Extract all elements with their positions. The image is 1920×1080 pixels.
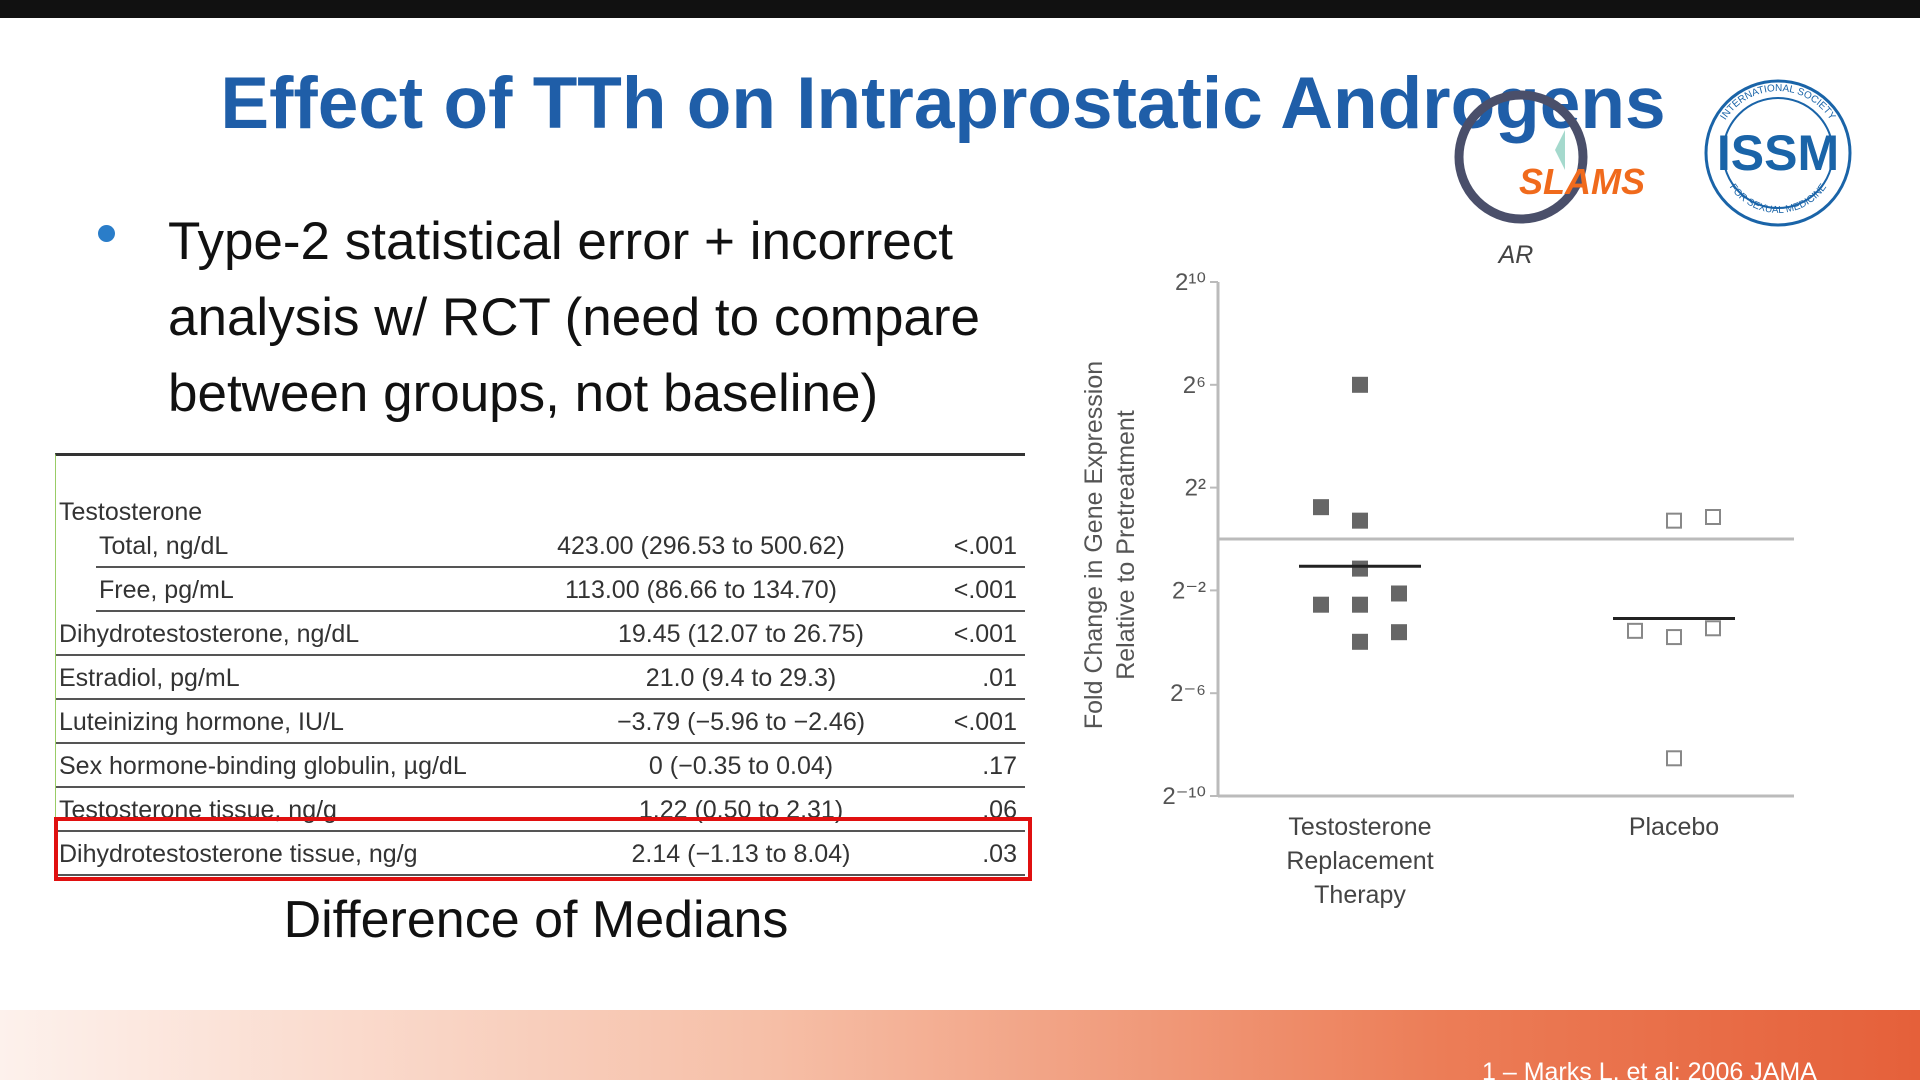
table-row: Total, ng/dL 423.00 (296.53 to 500.62) <.0… bbox=[96, 524, 1025, 568]
row-label: Sex hormone-binding globulin, µg/dL bbox=[59, 752, 467, 780]
row-label: Dihydrotestosterone, ng/dL bbox=[59, 620, 360, 648]
row-estimate: 113.00 (86.66 to 134.70) bbox=[565, 576, 837, 604]
data-point bbox=[1352, 376, 1368, 393]
top-bar bbox=[0, 0, 1920, 18]
issm-inner bbox=[1722, 97, 1834, 209]
data-point bbox=[1391, 624, 1407, 641]
row-label: Total, ng/dL bbox=[99, 532, 229, 560]
row-estimate: −3.79 (−5.96 to −2.46) bbox=[616, 708, 866, 736]
issm-text: ISSM bbox=[1717, 125, 1839, 181]
table-row: Free, pg/mL 113.00 (86.66 to 134.70) <.001 bbox=[96, 568, 1025, 612]
data-point bbox=[1666, 512, 1682, 529]
issm-outer bbox=[1704, 79, 1852, 227]
data-point bbox=[1666, 629, 1682, 646]
data-point bbox=[1352, 633, 1368, 650]
data-point bbox=[1705, 620, 1721, 637]
row-p-value: <.001 bbox=[953, 620, 1017, 648]
row-estimate: 21.0 (9.4 to 29.3) bbox=[645, 664, 837, 692]
row-p-value: .01 bbox=[982, 664, 1017, 692]
x-tick-label: Testosterone Replacement Therapy bbox=[1286, 813, 1434, 909]
row-label: Estradiol, pg/mL bbox=[59, 664, 240, 692]
y-tick-label: 2⁻¹⁰ bbox=[1162, 783, 1206, 810]
row-estimate: 0 (−0.35 to 0.04) bbox=[648, 752, 834, 780]
row-p-value: .03 bbox=[982, 840, 1017, 868]
data-point bbox=[1313, 596, 1329, 613]
citation: 1 – Marks L, et al: 2006 JAMA bbox=[1482, 1058, 1817, 1080]
logos: SLAMS INTERNATIONAL SOCIETY FOR SEXUAL M… bbox=[1454, 79, 1852, 227]
table: Testosterone Total, ng/dL 423.00 (296.53 t… bbox=[55, 453, 1025, 876]
highlight-box bbox=[54, 817, 1032, 881]
row-label: Luteinizing hormone, IU/L bbox=[59, 708, 344, 736]
bullet-dot bbox=[98, 225, 115, 242]
row-label: Dihydrotestosterone tissue, ng/g bbox=[59, 840, 418, 868]
row-p-value: <.001 bbox=[953, 532, 1017, 560]
row-estimate: 19.45 (12.07 to 26.75) bbox=[617, 620, 865, 648]
data-point bbox=[1627, 622, 1643, 639]
row-p-value: <.001 bbox=[953, 708, 1017, 736]
table-row: Sex hormone-binding globulin, µg/dL 0 (−0… bbox=[56, 744, 1025, 788]
row-label: Free, pg/mL bbox=[99, 576, 234, 604]
row-estimate: 2.14 (−1.13 to 8.04) bbox=[631, 840, 851, 868]
table-header-row bbox=[56, 456, 1025, 498]
y-axis-label: Fold Change in Gene Expression bbox=[1080, 361, 1108, 729]
y-tick-label: 2² bbox=[1185, 475, 1206, 502]
chart-title: AR bbox=[1497, 241, 1534, 269]
table-row: Dihydrotestosterone tissue, ng/g 2.14 (−1… bbox=[56, 832, 1025, 876]
table-row: Estradiol, pg/mL 21.0 (9.4 to 29.3) .01 bbox=[56, 656, 1025, 700]
y-tick-label: 2¹⁰ bbox=[1175, 269, 1206, 296]
row-estimate: 423.00 (296.53 to 500.62) bbox=[557, 532, 845, 560]
slide-title: Effect of TTh on Intraprostatic Androgen… bbox=[220, 63, 1666, 144]
data-point bbox=[1352, 596, 1368, 613]
table-group-row: Testosterone bbox=[56, 498, 1025, 526]
slams-ring bbox=[1454, 90, 1588, 224]
y-tick-label: 2⁶ bbox=[1183, 372, 1206, 399]
data-point bbox=[1313, 499, 1329, 516]
slams-text: SLAMS bbox=[1519, 161, 1645, 202]
y-axis-label: Relative to Pretreatment bbox=[1112, 410, 1140, 680]
data-point bbox=[1352, 512, 1368, 529]
y-tick-label: 2⁻⁶ bbox=[1170, 680, 1206, 707]
y-tick-label: 2⁻² bbox=[1172, 577, 1206, 604]
data-point bbox=[1666, 750, 1682, 767]
bullet-text: Type-2 statistical error + incorrect ana… bbox=[168, 212, 981, 423]
bottom-bar bbox=[0, 1010, 1920, 1080]
row-p-value: <.001 bbox=[953, 576, 1017, 604]
data-point bbox=[1352, 560, 1368, 577]
data-point bbox=[1705, 509, 1721, 526]
chart: AR Fold Change in Gene Expression Relative… bbox=[1080, 241, 1794, 810]
table-row: Luteinizing hormone, IU/L −3.79 (−5.96 to… bbox=[56, 700, 1025, 744]
table-row: Dihydrotestosterone, ng/dL 19.45 (12.07 t… bbox=[56, 612, 1025, 656]
row-p-value: .17 bbox=[982, 752, 1017, 780]
table-caption: Difference of Medians bbox=[283, 891, 789, 949]
x-tick-label: Placebo bbox=[1628, 813, 1720, 841]
group-heading: Testosterone bbox=[59, 498, 203, 526]
data-point bbox=[1391, 585, 1407, 602]
